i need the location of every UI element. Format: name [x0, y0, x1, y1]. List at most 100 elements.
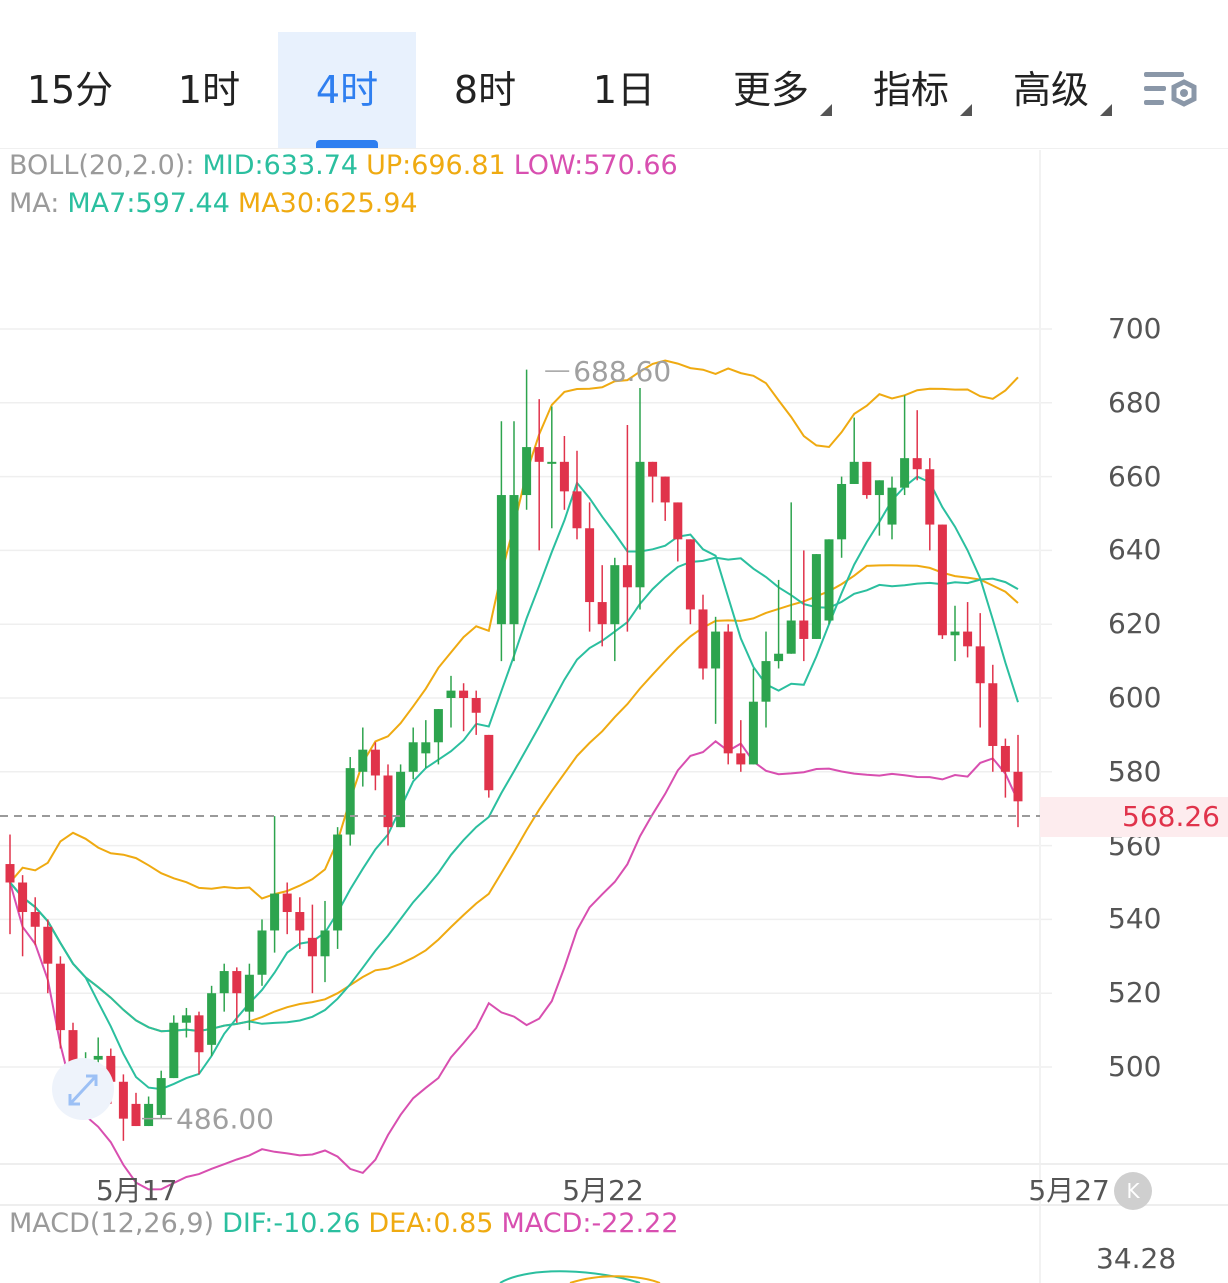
candle	[169, 1015, 179, 1079]
candle	[219, 963, 229, 1012]
candle	[648, 461, 658, 503]
candle	[370, 742, 380, 791]
candle	[761, 631, 771, 728]
candle	[18, 875, 28, 957]
candle	[824, 539, 834, 625]
expand-chart-button[interactable]	[52, 1058, 114, 1120]
candle	[345, 757, 355, 846]
candle	[786, 502, 796, 654]
timeframe-tabs: 15分 1时 4时 8时 1日 更多 指标 高级	[0, 32, 1228, 149]
candle	[963, 602, 973, 658]
candle	[421, 720, 431, 769]
y-tick-label: 700	[1108, 312, 1162, 345]
candle	[396, 764, 406, 828]
candle	[862, 461, 872, 499]
boll-up: UP:696.81	[366, 150, 506, 181]
candle	[118, 1074, 128, 1141]
candle	[925, 458, 935, 551]
candle	[496, 421, 506, 662]
macd-axis-top: 34.28	[1096, 1242, 1177, 1275]
macd-legend: MACD(12,26,9) DIF:-10.26 DEA:0.85 MACD:-22.…	[9, 1208, 687, 1239]
candle	[1000, 738, 1010, 798]
macd-dea: DEA:0.85	[368, 1208, 494, 1239]
ma-legend: MA: MA7:597.44 MA30:625.94	[9, 188, 426, 219]
candle	[988, 664, 998, 772]
tab-more[interactable]: 更多	[712, 32, 832, 148]
y-tick-label: 640	[1108, 533, 1162, 567]
candle	[509, 421, 519, 662]
candle	[131, 1092, 141, 1127]
candle	[937, 524, 947, 639]
candle	[383, 764, 393, 846]
candle	[1013, 734, 1023, 828]
candle	[534, 399, 544, 551]
dropdown-corner-icon	[1100, 104, 1112, 116]
candle	[207, 985, 217, 1056]
boll-legend: BOLL(20,2.0): MID:633.74 UP:696.81 LOW:570.…	[9, 150, 686, 181]
candle	[585, 502, 595, 632]
tab-indicators[interactable]: 指标	[852, 32, 972, 148]
macd-value: MACD:-22.22	[501, 1208, 679, 1239]
high-price-annotation: 688.60	[573, 355, 671, 388]
ma-name: MA:	[9, 188, 60, 219]
candle	[295, 897, 305, 949]
candle	[912, 410, 922, 481]
candle	[849, 417, 859, 484]
candle	[282, 882, 292, 935]
dropdown-corner-icon	[960, 104, 972, 116]
boll-name: BOLL(20,2.0):	[9, 150, 195, 181]
y-tick-label: 520	[1108, 976, 1162, 1010]
chart-settings-icon[interactable]	[1140, 66, 1200, 116]
candle	[547, 406, 557, 529]
candle	[194, 1011, 204, 1075]
candle	[711, 616, 721, 724]
candle	[156, 1070, 166, 1119]
candle	[900, 395, 910, 496]
tab-advanced[interactable]: 高级	[992, 32, 1112, 148]
candle	[660, 476, 670, 521]
candle	[559, 436, 569, 510]
y-tick-label: 600	[1108, 681, 1162, 714]
candle	[244, 963, 254, 1031]
low-price-annotation: 486.00	[176, 1103, 274, 1136]
candle	[232, 967, 242, 1023]
candle	[685, 539, 695, 625]
dropdown-corner-icon	[820, 104, 832, 116]
candle	[471, 690, 481, 735]
candle	[748, 668, 758, 765]
candle	[433, 709, 443, 765]
tab-8h[interactable]: 8时	[453, 68, 517, 112]
candle	[484, 734, 494, 798]
tab-1d[interactable]: 1日	[592, 68, 656, 112]
candle	[333, 827, 343, 949]
candle	[698, 594, 708, 680]
candle	[43, 919, 53, 994]
candle	[320, 900, 330, 983]
x-tick-label: 5月17	[96, 1174, 178, 1207]
y-tick-label: 540	[1108, 902, 1162, 936]
tab-4h[interactable]: 4时	[278, 32, 416, 148]
candle	[307, 904, 317, 994]
y-tick-label: 660	[1108, 459, 1162, 493]
candle	[257, 919, 267, 986]
candle	[622, 424, 632, 632]
current-price-tag: 568.26	[1040, 797, 1228, 837]
x-tick-label: 5月22	[562, 1174, 644, 1207]
candle	[610, 557, 620, 662]
tab-1h[interactable]: 1时	[177, 68, 241, 112]
macd-dif: DIF:-10.26	[222, 1208, 361, 1239]
candle	[30, 897, 40, 946]
candle	[799, 550, 809, 662]
ma30-value: MA30:625.94	[237, 188, 418, 219]
candle	[5, 834, 15, 935]
k-line-button[interactable]: K	[1114, 1172, 1152, 1210]
tab-15m[interactable]: 15分	[26, 68, 114, 112]
candle	[975, 613, 985, 728]
active-tab-indicator	[316, 140, 378, 148]
candle	[270, 816, 280, 953]
boll-lower-line	[9, 740, 1019, 1191]
candle	[144, 1096, 154, 1127]
y-tick-label: 580	[1108, 754, 1162, 788]
